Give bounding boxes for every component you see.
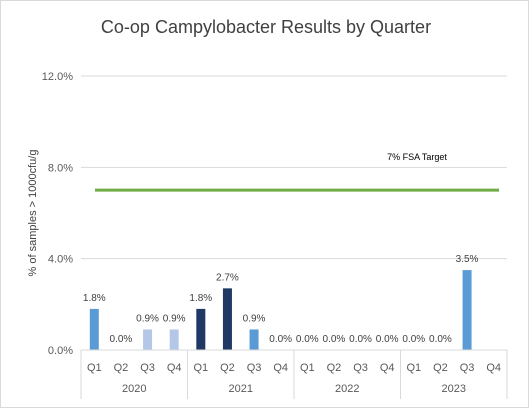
x-tick-label: Q3 — [140, 362, 155, 374]
data-label: 0.9% — [136, 313, 159, 324]
x-tick-label: Q4 — [380, 362, 395, 374]
x-tick-label: Q2 — [114, 362, 129, 374]
bar — [249, 329, 259, 350]
target-label: 7% FSA Target — [387, 152, 447, 162]
data-labels: 1.8%0.0%0.9% 0.9%1.8%2.7%0.9%0.0% 0.0% 0.0%… — [83, 254, 479, 345]
data-label: 2.7% — [216, 272, 239, 283]
data-label: 0.0% — [402, 334, 425, 345]
x-tick-label: Q1 — [193, 362, 208, 374]
y-tick-labels: 0.0% 4.0% 8.0% 12.0% — [42, 71, 73, 357]
year-label: 2020 — [122, 383, 146, 395]
x-tick-label: Q2 — [327, 362, 342, 374]
x-tick-label: Q4 — [167, 362, 182, 374]
year-label: 2022 — [335, 383, 359, 395]
x-tick-label: Q4 — [486, 362, 501, 374]
x-tick-label: Q3 — [460, 362, 475, 374]
data-label: 0.0% — [429, 334, 452, 345]
data-label: 0.0% — [349, 334, 372, 345]
bar — [89, 308, 99, 350]
x-tick-label: Q1 — [406, 362, 421, 374]
bars — [89, 270, 472, 350]
data-label: 1.8% — [83, 293, 106, 304]
target-line-group: 7% FSA Target — [95, 152, 499, 192]
bar — [222, 288, 232, 350]
data-label: 0.0% — [269, 334, 292, 345]
y-axis-label: % of samples > 1000cfu/g — [27, 150, 39, 277]
y-tick-label: 0.0% — [48, 345, 73, 357]
bar — [143, 329, 153, 350]
x-tick-label: Q4 — [273, 362, 288, 374]
data-label: 3.5% — [456, 254, 479, 265]
data-label: 0.0% — [296, 334, 319, 345]
x-tick-label: Q3 — [247, 362, 262, 374]
x-tick-label: Q2 — [220, 362, 235, 374]
x-tick-label: Q1 — [87, 362, 102, 374]
y-tick-label: 12.0% — [42, 71, 73, 83]
x-axis: Q1 Q2 Q3 Q4 Q1 Q2 Q3 Q4 Q1 Q2 Q3 Q4 Q1 Q2 Q3 Q4 2020 2021… — [80, 349, 508, 399]
year-label: 2021 — [229, 383, 253, 395]
gridlines — [81, 75, 507, 260]
y-tick-label: 4.0% — [48, 254, 73, 266]
chart-title: Co-op Campylobacter Results by Quarter — [101, 17, 431, 37]
x-tick-label: Q3 — [353, 362, 368, 374]
bar — [462, 270, 472, 350]
x-tick-label: Q1 — [300, 362, 315, 374]
data-label: 0.0% — [110, 334, 133, 345]
data-label: 0.9% — [163, 313, 186, 324]
year-label: 2023 — [442, 383, 466, 395]
x-tick-label: Q2 — [433, 362, 448, 374]
bar — [169, 329, 179, 350]
data-label: 1.8% — [189, 293, 212, 304]
y-tick-label: 8.0% — [48, 162, 73, 174]
bar — [196, 308, 206, 350]
data-label: 0.0% — [323, 334, 346, 345]
data-label: 0.9% — [243, 313, 266, 324]
data-label: 0.0% — [376, 334, 399, 345]
